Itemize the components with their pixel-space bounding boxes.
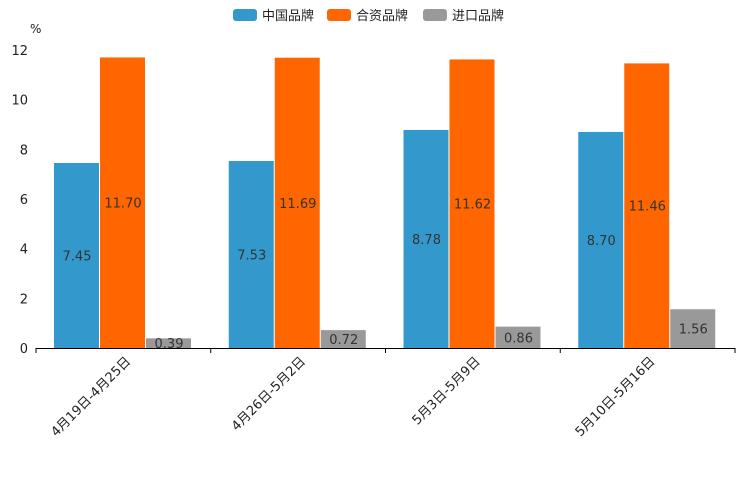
y-tick-label: 4 — [20, 243, 28, 258]
x-tick-label: 5月3日-5月9日 — [410, 354, 484, 428]
bar-1-1 — [54, 162, 99, 348]
legend-swatch-2 — [327, 9, 351, 21]
y-unit-label: % — [30, 22, 41, 36]
bar-3-2 — [320, 330, 366, 348]
x-tick-label: 5月10日-5月16日 — [573, 354, 659, 440]
data-label-3-2: 0.72 — [329, 333, 358, 348]
data-label-2-4: 11.46 — [629, 200, 666, 215]
x-tick-label: 4月26日-5月2日 — [229, 354, 309, 434]
y-tick-label: 10 — [11, 94, 28, 109]
legend: 中国品牌 合资品牌 进口品牌 — [233, 8, 504, 24]
bar-2-3 — [449, 59, 495, 348]
x-tick-label: 4月19日-4月25日 — [48, 354, 134, 440]
bar-3-1 — [146, 338, 191, 348]
data-label-2-3: 11.62 — [454, 198, 491, 213]
y-tick-label: 2 — [20, 292, 28, 307]
data-labels: 7.45 11.70 0.39 7.53 11.69 0.72 8.78 11.62 0.86 8… — [63, 197, 708, 352]
legend-swatch-1 — [233, 9, 257, 21]
legend-label-2: 合资品牌 — [356, 8, 408, 24]
x-axis: 4月19日-4月25日 4月26日-5月2日 5月3日-5月9日 5月10日-5月16… — [35, 348, 736, 440]
legend-label-1: 中国品牌 — [262, 8, 314, 24]
y-tick-label: 8 — [20, 143, 28, 158]
bar-2-1 — [100, 57, 145, 348]
data-label-1-3: 8.78 — [412, 233, 441, 248]
legend-label-3: 进口品牌 — [452, 8, 504, 24]
bar-1-2 — [228, 161, 274, 348]
bar-1-4 — [578, 131, 624, 348]
y-tick-label: 0 — [20, 342, 28, 357]
data-label-1-1: 7.45 — [63, 249, 92, 264]
bar-3-3 — [495, 326, 541, 348]
data-label-2-1: 11.70 — [104, 197, 141, 212]
data-label-1-2: 7.53 — [237, 249, 266, 264]
bar-2-4 — [624, 63, 670, 348]
legend-swatch-3 — [423, 9, 447, 21]
y-tick-label: 6 — [20, 193, 28, 208]
data-label-3-1: 0.39 — [155, 337, 184, 352]
y-tick-label: 12 — [11, 44, 28, 59]
data-label-1-4: 8.70 — [587, 234, 616, 249]
data-label-3-3: 0.86 — [504, 331, 533, 346]
data-label-2-2: 11.69 — [279, 197, 316, 212]
data-label-3-4: 1.56 — [679, 323, 708, 338]
bar-2-2 — [274, 57, 320, 348]
bar-3-4 — [670, 309, 716, 348]
y-axis: 0 2 4 6 8 10 12 — [11, 44, 28, 357]
bar-1-3 — [403, 129, 449, 348]
bars — [54, 57, 716, 348]
